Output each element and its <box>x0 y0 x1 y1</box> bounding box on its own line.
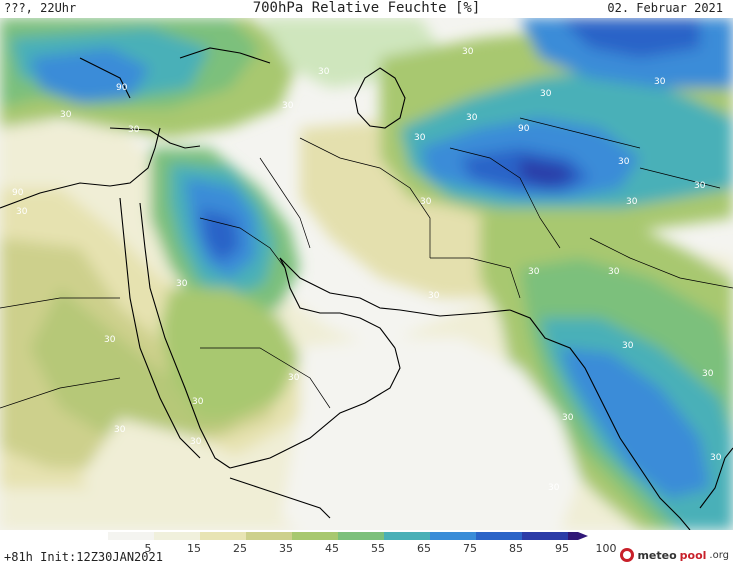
scale-tick: 35 <box>279 542 293 555</box>
contour-label: 30 <box>694 181 706 191</box>
contour-label: 30 <box>104 335 116 345</box>
contour-label: 30 <box>414 133 426 143</box>
color-scale-cell <box>292 532 338 540</box>
scale-tick: 100 <box>595 542 617 555</box>
contour-label: 90 <box>518 124 530 134</box>
init-time-label: +81h Init:12Z30JAN2021 <box>4 550 163 564</box>
scale-tick: 25 <box>233 542 247 555</box>
map-title: 700hPa Relative Feuchte [%] <box>252 0 481 16</box>
humidity-field <box>0 18 733 530</box>
contour-label: 30 <box>626 197 638 207</box>
color-scale-cells <box>108 532 588 540</box>
contour-label: 30 <box>420 197 432 207</box>
contour-label: 90 <box>12 188 24 198</box>
color-scale-cell <box>108 532 154 540</box>
contour-label: 30 <box>60 110 72 120</box>
scale-tick: 5 <box>144 542 152 555</box>
color-scale-arrow <box>578 532 588 540</box>
humidity-map: 90 30 30 30 90 30 90 30 30 30 30 30 30 3… <box>0 18 733 530</box>
contour-label: 30 <box>608 267 620 277</box>
contour-label: 30 <box>654 77 666 87</box>
contour-label: 30 <box>466 113 478 123</box>
valid-time-label: ???, 22Uhr <box>4 1 77 15</box>
color-scale-cell <box>154 532 200 540</box>
contour-label: 30 <box>114 425 126 435</box>
contour-label: 30 <box>702 369 714 379</box>
contour-label: 30 <box>528 267 540 277</box>
color-scale-cell <box>522 532 568 540</box>
color-scale-cell <box>430 532 476 540</box>
contour-label: 30 <box>176 279 188 289</box>
contour-label: 30 <box>288 373 300 383</box>
scale-tick: 55 <box>371 542 385 555</box>
color-scale-cell <box>476 532 522 540</box>
color-scale-cell <box>568 532 578 540</box>
coastlines <box>0 47 733 530</box>
scale-tick: 75 <box>463 542 477 555</box>
color-scale-ticks: 5 15 25 35 45 55 65 75 85 95 100 <box>0 542 733 556</box>
brand-logo[interactable]: meteo pool .org <box>620 546 729 564</box>
contour-label: 30 <box>16 207 28 217</box>
scale-tick: 65 <box>417 542 431 555</box>
contour-label: 30 <box>548 483 560 493</box>
header-bar: ???, 22Uhr 700hPa Relative Feuchte [%] 0… <box>0 0 733 18</box>
contour-label: 30 <box>618 157 630 167</box>
brand-text-2: pool <box>679 548 707 562</box>
contour-label: 30 <box>562 413 574 423</box>
footer-bar: 5 15 25 35 45 55 65 75 85 95 100 +81h In… <box>0 530 733 566</box>
contour-label: 30 <box>192 397 204 407</box>
contour-label: 30 <box>128 125 140 135</box>
brand-text-3: .org <box>709 549 729 561</box>
contour-label: 30 <box>282 101 294 111</box>
scale-tick: 85 <box>509 542 523 555</box>
scale-tick: 15 <box>187 542 201 555</box>
scale-tick: 45 <box>325 542 339 555</box>
color-scale-cell <box>200 532 246 540</box>
valid-date-label: 02. Februar 2021 <box>607 1 723 15</box>
contour-label: 30 <box>710 453 722 463</box>
brand-text-1: meteo <box>637 548 677 562</box>
meteopool-logo-icon <box>620 548 635 562</box>
contour-label: 30 <box>318 67 330 77</box>
color-scale-cell <box>246 532 292 540</box>
scale-tick: 95 <box>555 542 569 555</box>
color-scale-bar <box>108 532 588 540</box>
contour-label: 30 <box>622 341 634 351</box>
contour-labels: 90 30 30 30 90 30 90 30 30 30 30 30 30 3… <box>12 47 722 493</box>
contour-label: 30 <box>428 291 440 301</box>
contour-label: 30 <box>462 47 474 57</box>
contour-label: 30 <box>540 89 552 99</box>
color-scale-cell <box>338 532 384 540</box>
contour-label: 30 <box>190 437 202 447</box>
map-canvas: 90 30 30 30 90 30 90 30 30 30 30 30 30 3… <box>0 18 733 530</box>
color-scale-cell <box>384 532 430 540</box>
contour-label: 90 <box>116 83 128 93</box>
